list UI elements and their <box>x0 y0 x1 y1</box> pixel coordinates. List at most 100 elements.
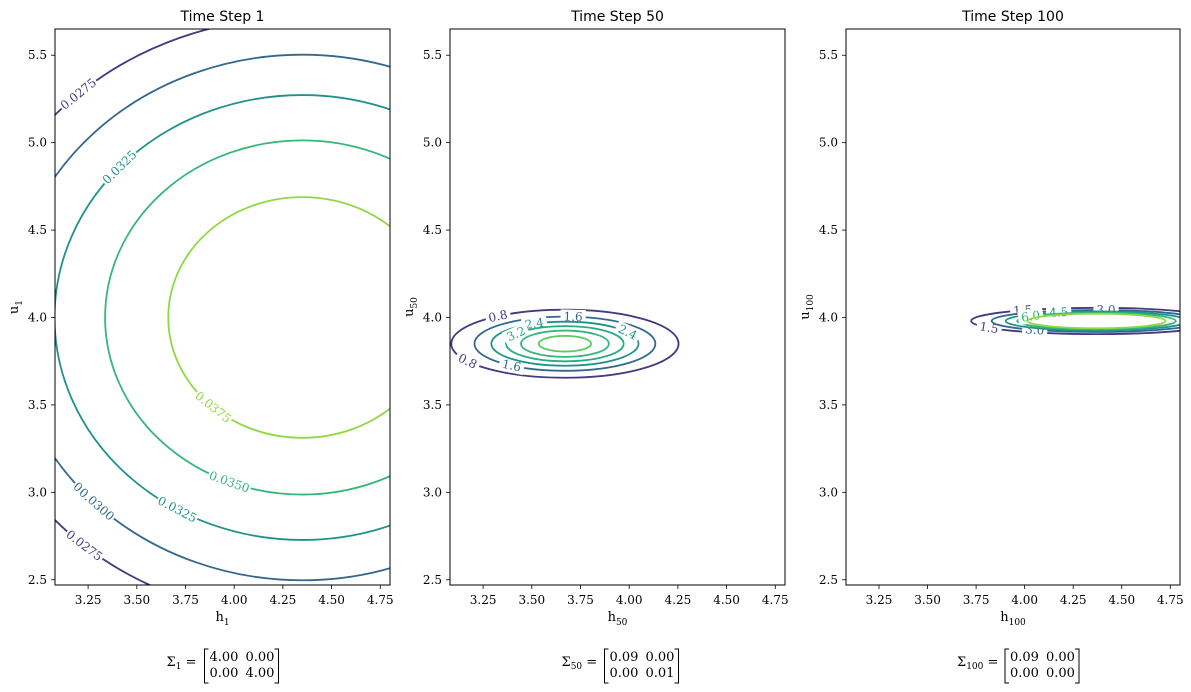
matrix-cell: 0.09 <box>1010 650 1039 665</box>
covariance-symbol: Σ1 = <box>167 655 197 672</box>
contour-label: 0.0275 <box>63 527 105 564</box>
panel-title: Time Step 100 <box>961 9 1064 25</box>
y-axis-label: u1 <box>7 300 25 314</box>
x-tick-label: 4.50 <box>318 593 345 607</box>
x-tick-label: 3.50 <box>518 593 545 607</box>
contour-level-0.0375 <box>167 196 390 439</box>
contour-label-bg <box>453 349 482 374</box>
x-axis-label: h100 <box>1000 610 1026 628</box>
contour-label: 0.8 <box>487 307 509 325</box>
contour-lines: 1.51.53.03.04.56.0 <box>970 302 1180 338</box>
y-axis-label: u100 <box>798 294 816 320</box>
x-tick-label: 4.75 <box>762 593 789 607</box>
contour-label-bg <box>560 309 586 325</box>
matrix-cell: 0.01 <box>646 666 675 681</box>
matrix-cell: 0.09 <box>610 650 639 665</box>
contour-label-bg <box>501 322 531 346</box>
contour-label: 4.5 <box>1049 305 1069 320</box>
x-tick-label: 4.25 <box>665 593 692 607</box>
x-tick-label: 3.50 <box>914 593 941 607</box>
y-tick-label: 4.0 <box>819 310 838 324</box>
covariance-symbol: Σ50 = <box>562 655 598 672</box>
panel-title: Time Step 50 <box>570 9 664 25</box>
contour-label: 1.5 <box>979 319 1000 336</box>
y-tick-label: 4.5 <box>423 223 442 237</box>
x-tick-label: 4.25 <box>1060 593 1087 607</box>
contour-label: 3.0 <box>1096 303 1115 317</box>
axes-frame <box>845 28 1181 586</box>
panel-3: 1.51.53.03.04.56.03.25 3.50 3.75 4.00 4.25 4.… <box>798 9 1184 684</box>
y-tick-label: 5.5 <box>423 48 442 62</box>
x-tick-label: 3.25 <box>470 593 497 607</box>
panel-1: 0.02750.02750.03000.03000.03250.03250.03… <box>7 9 394 684</box>
y-tick-label: 3.0 <box>423 485 442 499</box>
x-tick-label: 4.75 <box>367 593 394 607</box>
contour-label: 0.0275 <box>58 75 99 112</box>
matrix-cell: 0.00 <box>646 650 675 665</box>
contour-level-0.0350 <box>104 139 390 496</box>
x-tick-label: 4.00 <box>221 593 248 607</box>
contour-label-bg <box>56 74 101 114</box>
axes-frame <box>54 28 391 586</box>
contour-label: 0.0375 <box>192 389 234 426</box>
x-tick-label: 4.75 <box>1157 593 1184 607</box>
x-tick-label: 4.25 <box>270 593 297 607</box>
contour-label: 6.0 <box>1020 308 1041 325</box>
contour-level-4.5 <box>1004 310 1180 332</box>
contour-level-0.0325 <box>55 94 390 541</box>
contour-level-2.4 <box>490 320 640 367</box>
matrix-bracket-left <box>604 648 609 684</box>
contour-level-3.2 <box>505 325 625 363</box>
y-tick-label: 4.0 <box>28 310 47 324</box>
y-tick-label: 5.0 <box>28 136 47 150</box>
contour-label: 0.0350 <box>207 468 251 495</box>
contour-label-bg <box>98 146 141 188</box>
contour-level-4.8 <box>537 334 592 353</box>
matrix-cell: 0.00 <box>1046 650 1075 665</box>
contour-label: 1.6 <box>563 309 582 324</box>
y-tick-label: 5.0 <box>423 136 442 150</box>
y-axis-label: u50 <box>402 297 420 317</box>
contour-level-7.5 <box>1026 312 1167 330</box>
y-tick-label: 3.5 <box>819 398 838 412</box>
contour-label-bg <box>975 318 1003 337</box>
y-tick-label: 5.5 <box>28 48 47 62</box>
matrix-bracket-right <box>1075 648 1080 684</box>
contour-label: 0.0300 <box>76 485 117 523</box>
y-tick-label: 3.5 <box>28 398 47 412</box>
matrix-bracket-left <box>204 648 209 684</box>
matrix-bracket-left <box>1004 648 1009 684</box>
contour-label-bg <box>613 320 643 345</box>
x-tick-label: 4.00 <box>1011 593 1038 607</box>
contour-label-bg <box>206 467 253 497</box>
contour-label-bg <box>484 306 512 326</box>
contour-level-0.0300 <box>55 53 390 582</box>
y-tick-label: 4.0 <box>423 310 442 324</box>
covariance-matrix: Σ1 = 4.00 0.000.00 4.00 <box>167 648 279 684</box>
x-tick-label: 4.00 <box>616 593 643 607</box>
x-tick-label: 3.50 <box>123 593 150 607</box>
contour-label: 0.0325 <box>155 494 199 526</box>
covariance-matrix: Σ50 = 0.09 0.000.00 0.01 <box>562 648 679 684</box>
contour-level-6.0 <box>1016 311 1177 331</box>
x-tick-label: 3.75 <box>567 593 594 607</box>
y-tick-label: 5.5 <box>819 48 838 62</box>
panel-2: 0.80.81.61.62.42.43.23.25 3.50 3.75 4.00 4.2… <box>402 9 789 684</box>
matrix-bracket-right <box>274 648 279 684</box>
matrix-cell: 4.00 <box>246 666 275 681</box>
matrix-cell: 0.00 <box>210 666 239 681</box>
y-tick-label: 3.5 <box>423 398 442 412</box>
x-axis-label: h1 <box>215 610 229 628</box>
y-tick-label: 3.0 <box>28 485 47 499</box>
panel-title: Time Step 1 <box>180 9 265 25</box>
contour-label: 0.0325 <box>100 148 140 187</box>
matrix-bracket-right <box>674 648 679 684</box>
x-tick-label: 3.75 <box>172 593 199 607</box>
contour-label-bg <box>191 387 235 427</box>
x-tick-label: 3.75 <box>963 593 990 607</box>
x-tick-label: 4.50 <box>1108 593 1135 607</box>
y-tick-label: 3.0 <box>819 485 838 499</box>
matrix-cell: 0.00 <box>246 650 275 665</box>
matrix-cell: 0.00 <box>1046 666 1075 681</box>
